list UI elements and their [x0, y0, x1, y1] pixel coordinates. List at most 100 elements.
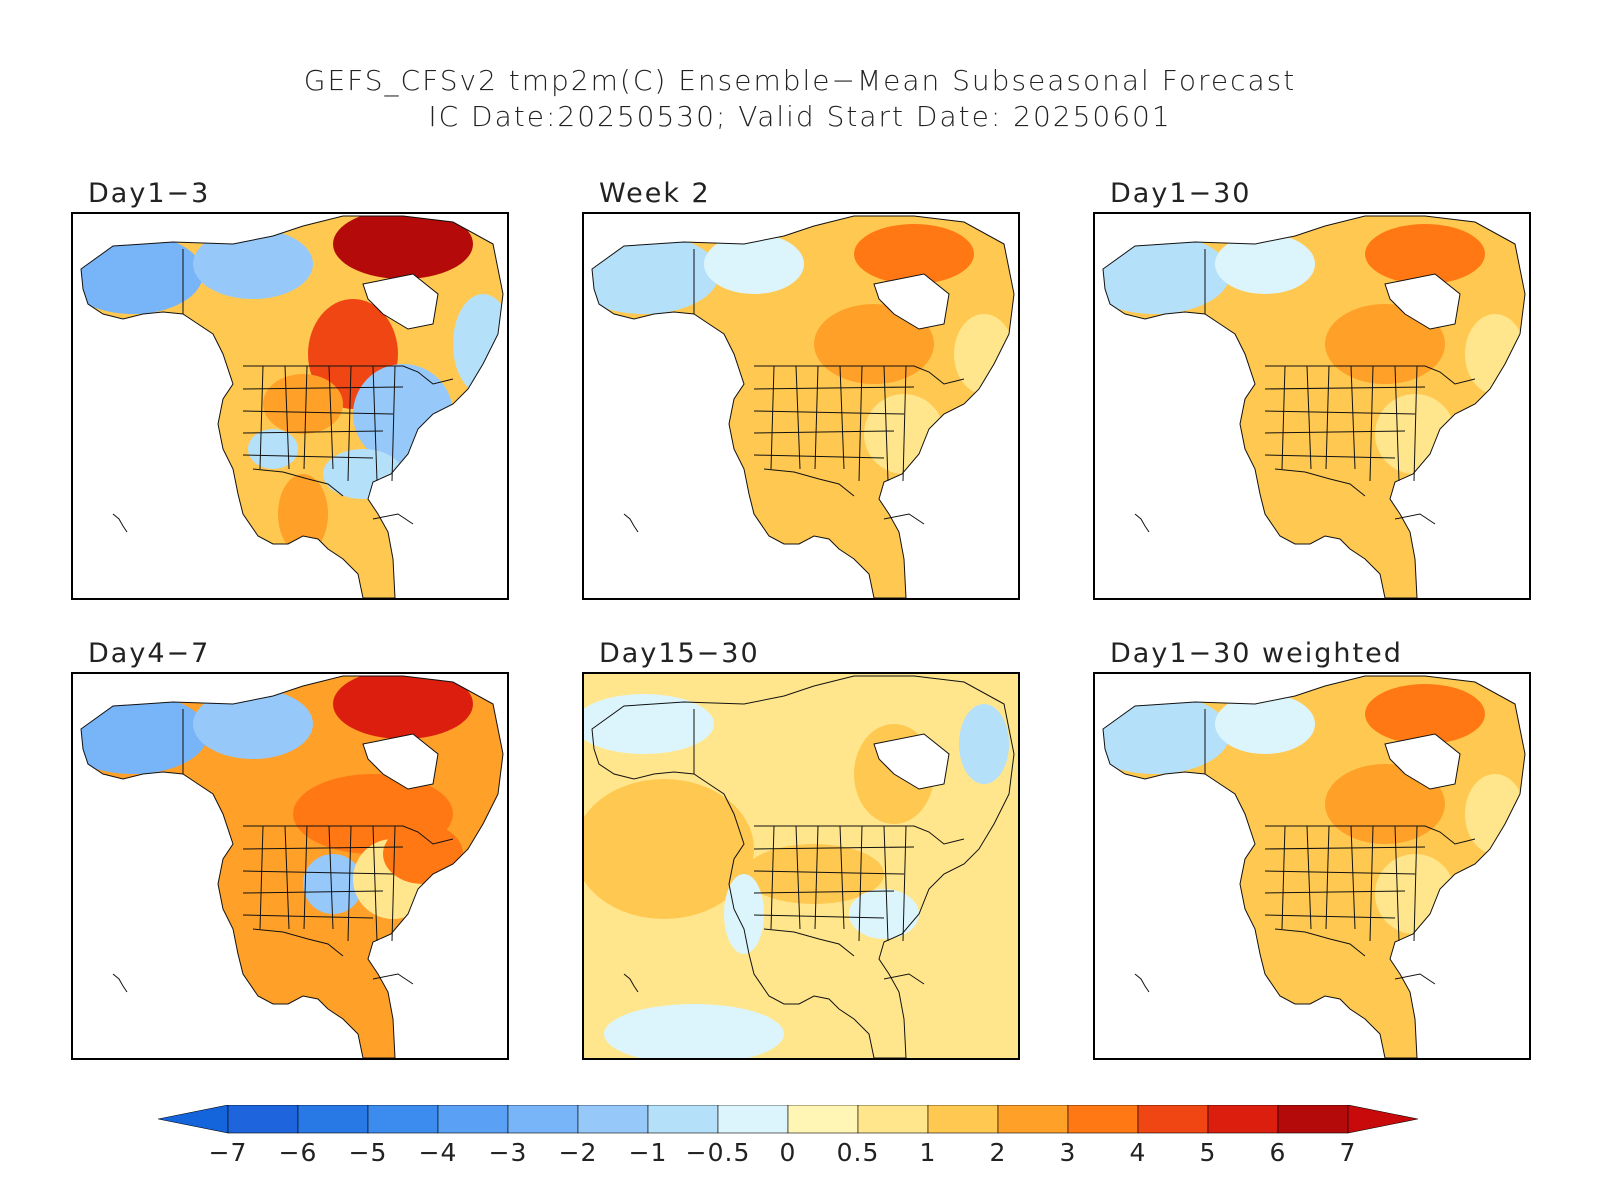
map-panel-day1-30	[1093, 212, 1531, 600]
state-line	[753, 890, 895, 894]
state-line	[753, 386, 915, 390]
anomaly-field	[1325, 764, 1445, 844]
anomaly-field	[1215, 234, 1315, 294]
state-line	[1264, 386, 1426, 390]
anomaly-field	[584, 694, 714, 754]
colorbar-swatch	[927, 1105, 999, 1134]
colorbar-tick-label: −5	[349, 1138, 388, 1167]
state-line	[1325, 365, 1330, 470]
state-line	[795, 825, 801, 930]
state-line	[883, 825, 889, 942]
anomaly-field	[704, 234, 804, 294]
map-day1-30-weighted	[1102, 675, 1526, 1058]
hawaii	[1134, 973, 1150, 993]
anomaly-field	[1365, 224, 1485, 284]
state-line	[1413, 825, 1418, 942]
colorbar-swatch	[857, 1105, 929, 1134]
state-line	[814, 825, 819, 930]
state-line	[328, 825, 334, 930]
colorbar-swatch	[367, 1105, 439, 1134]
state-line	[839, 365, 845, 470]
hudson-bay	[873, 733, 950, 790]
us-mexico-border	[252, 468, 344, 497]
colorbar-tick-label: 2	[990, 1138, 1007, 1167]
panel-label-day4-7: Day4−7	[88, 638, 211, 669]
state-line	[1281, 365, 1286, 470]
coastline	[80, 215, 504, 598]
state-line	[1264, 430, 1406, 434]
chart-title: GEFS_CFSv2 tmp2m(C) Ensemble−Mean Subsea…	[303, 64, 1297, 97]
colorbar-end-right	[1347, 1105, 1419, 1134]
anomaly-field	[1465, 774, 1525, 854]
colorbar-tick-label: 7	[1340, 1138, 1357, 1167]
state-line	[242, 890, 384, 894]
state-line	[753, 430, 895, 434]
state-line	[242, 914, 374, 919]
colorbar-swatch	[1207, 1105, 1279, 1134]
coastline	[591, 215, 1015, 598]
state-line	[1264, 454, 1396, 459]
anomaly-field	[954, 314, 1014, 394]
hudson-bay	[362, 273, 439, 330]
anomaly-field	[604, 1004, 784, 1058]
colorbar-tick-label: 1	[920, 1138, 937, 1167]
map-day1-3	[80, 215, 504, 598]
panel-label-day1-30-weighted: Day1−30 weighted	[1110, 638, 1403, 669]
caribbean-islands	[1394, 513, 1436, 525]
hawaii	[112, 513, 128, 533]
anomaly-field	[303, 854, 363, 914]
hudson-bay	[362, 733, 439, 790]
state-line	[1264, 846, 1426, 850]
anomaly-field	[273, 934, 333, 1014]
us-canada-border	[754, 365, 965, 385]
anomaly-field	[1295, 474, 1355, 554]
coastline	[1102, 215, 1526, 598]
state-line	[1369, 825, 1374, 942]
caribbean-islands	[1394, 973, 1436, 985]
coastline	[591, 675, 1015, 1058]
state-line	[1264, 870, 1416, 875]
colorbar-end-left	[158, 1105, 229, 1134]
us-mexico-border	[252, 928, 344, 957]
state-line	[242, 870, 394, 875]
us-mexico-border	[1274, 928, 1366, 957]
caribbean-islands	[883, 513, 925, 525]
anomaly-field	[248, 429, 298, 469]
anomaly-field	[278, 474, 328, 554]
anomaly-field	[333, 216, 473, 279]
anomaly-field	[1325, 304, 1445, 384]
state-line	[347, 365, 352, 482]
map-day4-7	[80, 675, 504, 1058]
us-canada-border	[243, 365, 454, 385]
us-canada-border	[243, 825, 454, 845]
state-line	[858, 365, 863, 482]
state-line	[1350, 825, 1356, 930]
us-mexico-border	[1274, 468, 1366, 497]
state-line	[372, 825, 378, 942]
panel-label-week2: Week 2	[599, 178, 711, 209]
us-canada-border	[1265, 825, 1476, 845]
caribbean-islands	[372, 973, 414, 985]
colorbar-legend: −7 −6 −5 −4 −3 −2 −1 −0.5 0 0.5 1 2 3 4 5 6 7	[158, 1105, 1419, 1167]
state-line	[839, 825, 845, 930]
colorbar-swatch	[227, 1105, 299, 1134]
state-line	[303, 825, 308, 930]
anomaly-field	[814, 304, 934, 384]
anomaly-field	[1465, 314, 1525, 394]
colorbar-tick-label: −1	[629, 1138, 668, 1167]
state-line	[902, 825, 907, 942]
hudson-bay	[1384, 273, 1461, 330]
map-panel-day1-30-weighted	[1093, 672, 1531, 1060]
anomaly-field	[193, 229, 313, 299]
anomaly-field	[1215, 694, 1315, 754]
state-line	[242, 846, 404, 850]
anomaly-field	[744, 844, 884, 904]
anomaly-field	[784, 474, 844, 554]
map-panel-week2	[582, 212, 1020, 600]
state-line	[1413, 365, 1418, 482]
state-line	[391, 365, 396, 482]
anomaly-field	[959, 704, 1009, 784]
state-line	[1394, 825, 1400, 942]
map-week2	[591, 215, 1015, 598]
state-line	[770, 825, 775, 930]
